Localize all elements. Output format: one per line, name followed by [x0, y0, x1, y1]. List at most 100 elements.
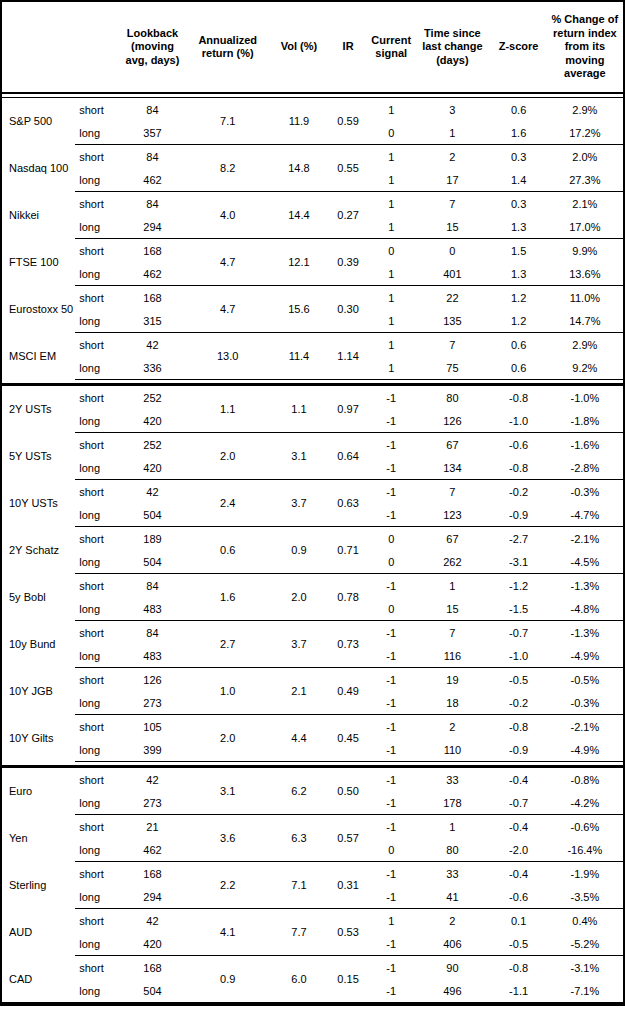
cell-pct-long: -0.3% [547, 691, 624, 715]
cell-annualized-return: 2.0 [186, 433, 270, 480]
cell-lookback-long: 273 [119, 791, 185, 815]
cell-pct-short: -1.3% [547, 574, 624, 598]
cell-zscore-long: -0.9 [491, 738, 547, 762]
cell-lookback-long: 462 [119, 262, 185, 286]
cell-ir: 0.97 [328, 385, 368, 433]
cell-pct-short: -1.0% [547, 385, 624, 410]
table-row-short: AUDshort424.17.70.53120.10.4% [1, 909, 624, 933]
cell-zscore-short: 0.3 [491, 192, 547, 216]
cell-time-short: 7 [414, 621, 490, 645]
cell-time-long: 262 [414, 550, 490, 574]
cell-vol: 6.3 [270, 815, 328, 862]
cell-ir: 0.53 [328, 909, 368, 956]
cell-signal-short: 1 [368, 333, 414, 357]
cell-lookback-short: 42 [119, 480, 185, 504]
cell-time-short: 2 [414, 715, 490, 739]
table-row-short: 10Y JGBshort1261.02.10.49-119-0.5-0.5% [1, 668, 624, 692]
cell-pct-short: -0.3% [547, 480, 624, 504]
cell-time-short: 33 [414, 767, 490, 792]
cell-lookback-short: 21 [119, 815, 185, 839]
cell-signal-long: 1 [368, 262, 414, 286]
cell-annualized-return: 8.2 [186, 145, 270, 192]
cell-zscore-long: -0.7 [491, 791, 547, 815]
cell-annualized-return: 2.7 [186, 621, 270, 668]
row-label-short: short [75, 668, 119, 692]
cell-lookback-long: 357 [119, 121, 185, 145]
cell-signal-short: -1 [368, 433, 414, 457]
cell-pct-short: -0.6% [547, 815, 624, 839]
cell-vol: 14.4 [270, 192, 328, 239]
asset-name: Euro [1, 767, 75, 815]
cell-ir: 0.30 [328, 286, 368, 333]
cell-pct-short: -1.3% [547, 621, 624, 645]
cell-vol: 11.9 [270, 98, 328, 145]
header-vol: Vol (%) [270, 1, 328, 93]
cell-zscore-long: -0.2 [491, 691, 547, 715]
cell-signal-short: -1 [368, 862, 414, 886]
cell-ir: 1.14 [328, 333, 368, 380]
cell-pct-short: -0.5% [547, 668, 624, 692]
cell-signal-long: 1 [368, 356, 414, 380]
cell-signal-long: -1 [368, 456, 414, 480]
cell-lookback-short: 168 [119, 286, 185, 310]
table-row-short: Yenshort213.66.30.57-11-0.4-0.6% [1, 815, 624, 839]
cell-zscore-short: -0.5 [491, 668, 547, 692]
cell-pct-long: -16.4% [547, 838, 624, 862]
momentum-signals-table: Lookback (moving avg, days) Annualized r… [0, 0, 625, 1006]
header-pct-change: % Change of return index from its moving… [547, 1, 624, 93]
cell-zscore-long: 1.3 [491, 262, 547, 286]
cell-lookback-short: 84 [119, 621, 185, 645]
cell-pct-long: -7.1% [547, 979, 624, 1004]
cell-vol: 2.1 [270, 668, 328, 715]
cell-pct-short: -2.1% [547, 527, 624, 551]
cell-pct-short: 2.9% [547, 333, 624, 357]
cell-signal-long: 0 [368, 550, 414, 574]
header-current-signal: Current signal [368, 1, 414, 93]
asset-name: 10Y JGB [1, 668, 75, 715]
cell-signal-short: 0 [368, 239, 414, 263]
cell-annualized-return: 0.9 [186, 956, 270, 1005]
table-header: Lookback (moving avg, days) Annualized r… [1, 1, 624, 98]
cell-zscore-short: 0.6 [491, 98, 547, 122]
cell-signal-short: 0 [368, 527, 414, 551]
cell-signal-long: 0 [368, 838, 414, 862]
table-row-short: 2Y USTsshort2521.11.10.97-180-0.8-1.0% [1, 385, 624, 410]
table-row-short: Eurostoxx 50short1684.715.60.301221.211.… [1, 286, 624, 310]
asset-name: 2Y Schatz [1, 527, 75, 574]
row-label-short: short [75, 815, 119, 839]
header-lookback: Lookback (moving avg, days) [119, 1, 185, 93]
row-label-short: short [75, 286, 119, 310]
cell-annualized-return: 0.6 [186, 527, 270, 574]
cell-signal-long: 0 [368, 597, 414, 621]
cell-vol: 6.2 [270, 767, 328, 815]
cell-ir: 0.73 [328, 621, 368, 668]
asset-name: Nikkei [1, 192, 75, 239]
cell-lookback-short: 84 [119, 145, 185, 169]
cell-lookback-long: 294 [119, 885, 185, 909]
asset-name: Nasdaq 100 [1, 145, 75, 192]
cell-time-short: 7 [414, 480, 490, 504]
cell-ir: 0.50 [328, 767, 368, 815]
row-label-long: long [75, 932, 119, 956]
cell-lookback-short: 252 [119, 433, 185, 457]
cell-lookback-short: 189 [119, 527, 185, 551]
cell-pct-long: -3.5% [547, 885, 624, 909]
cell-time-long: 110 [414, 738, 490, 762]
row-label-long: long [75, 456, 119, 480]
asset-name: Yen [1, 815, 75, 862]
cell-zscore-long: -1.1 [491, 979, 547, 1004]
cell-time-short: 22 [414, 286, 490, 310]
cell-zscore-long: -0.5 [491, 932, 547, 956]
cell-signal-long: -1 [368, 691, 414, 715]
row-label-short: short [75, 715, 119, 739]
cell-zscore-short: -0.8 [491, 956, 547, 980]
cell-vol: 2.0 [270, 574, 328, 621]
row-label-long: long [75, 168, 119, 192]
row-label-short: short [75, 909, 119, 933]
cell-ir: 0.64 [328, 433, 368, 480]
table-row-short: CADshort1680.96.00.15-190-0.8-3.1% [1, 956, 624, 980]
header-annualized-return: Annualized return (%) [186, 1, 270, 93]
cell-pct-short: -0.8% [547, 767, 624, 792]
row-label-long: long [75, 121, 119, 145]
row-label-short: short [75, 480, 119, 504]
